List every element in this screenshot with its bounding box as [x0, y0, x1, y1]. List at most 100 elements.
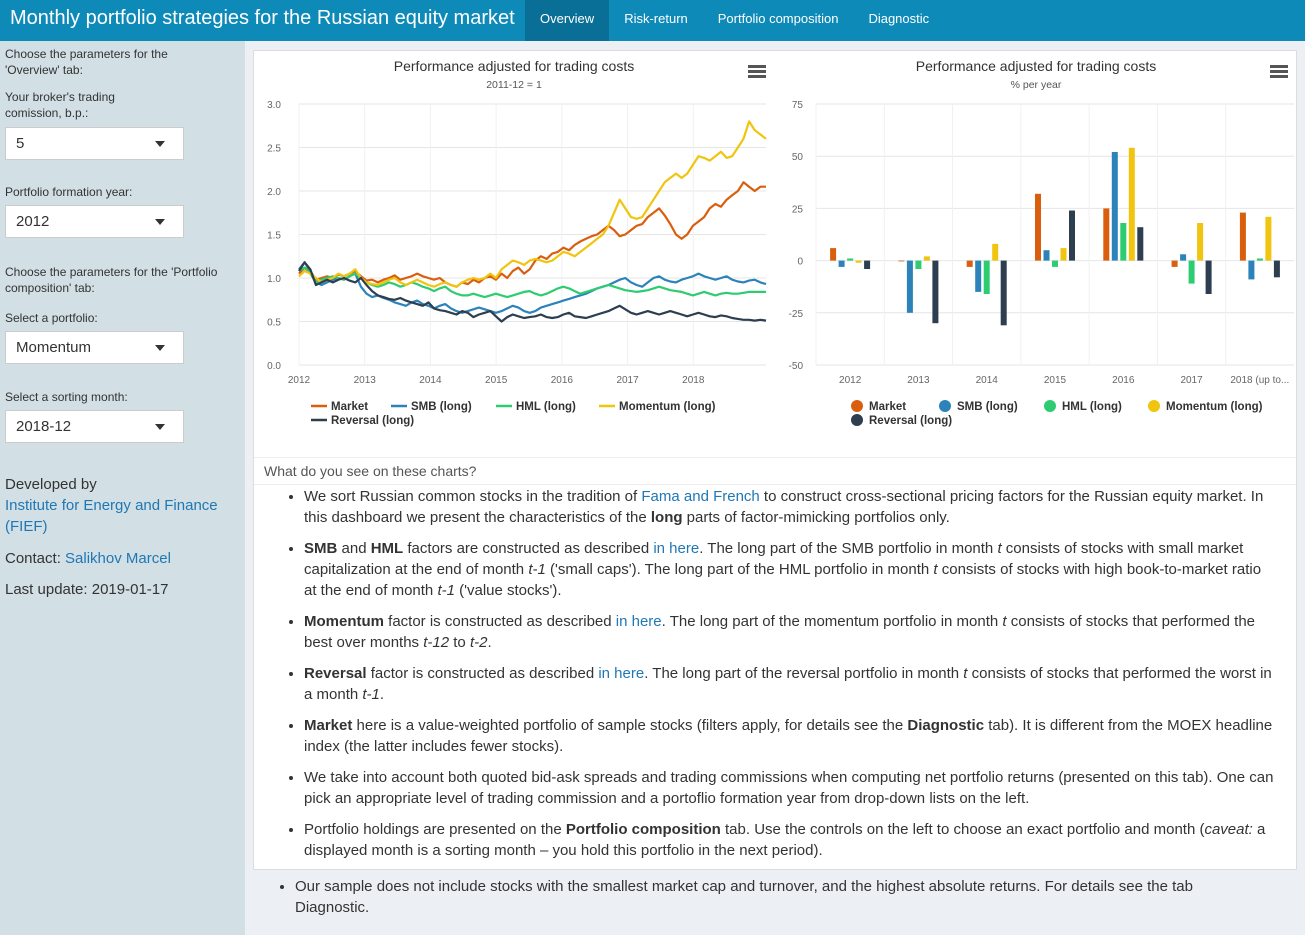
list-item: Portfolio holdings are presented on the …: [304, 819, 1274, 861]
bar: [838, 260, 845, 267]
main-content: Performance adjusted for trading costs 2…: [245, 41, 1305, 935]
sorting-month-select[interactable]: 2018-12: [5, 410, 184, 443]
nav-tabs: Overview Risk-return Portfolio compositi…: [525, 0, 944, 41]
bar: [1128, 147, 1135, 261]
bar: [1043, 250, 1050, 261]
y-tick-label: 3.0: [267, 100, 281, 111]
top-navbar: Monthly portfolio strategies for the Rus…: [0, 0, 1305, 41]
tab-diagnostic[interactable]: Diagnostic: [868, 11, 930, 26]
commission-select[interactable]: 5: [5, 127, 184, 160]
bar: [966, 260, 973, 267]
legend-label: Reversal (long): [331, 415, 414, 427]
y-tick-label: 50: [792, 152, 804, 163]
y-tick-label: 25: [792, 204, 804, 215]
portfolio-value: Momentum: [16, 339, 92, 356]
portfolio-label: Select a portfolio:: [5, 311, 98, 325]
line-chart-title: Performance adjusted for trading costs: [393, 58, 635, 74]
contact-label: Contact:: [5, 550, 61, 567]
y-tick-label: 0.0: [267, 361, 281, 372]
tab-risk-return[interactable]: Risk-return: [624, 11, 688, 26]
chart-menu-icon[interactable]: [748, 65, 766, 79]
bar: [975, 260, 982, 292]
bar: [915, 260, 922, 269]
reversal-link[interactable]: in here: [598, 665, 645, 682]
bar: [1248, 260, 1255, 280]
legend-label: Momentum (long): [1166, 401, 1263, 413]
series-line: [298, 181, 766, 288]
institute-link[interactable]: Institute for Energy and Finance (FIEF): [5, 497, 218, 535]
bar: [830, 248, 837, 261]
x-tick-label: 2013: [907, 375, 930, 386]
x-tick-label: 2013: [354, 375, 377, 386]
overview-params-heading: Choose the parameters for the 'Overview'…: [5, 47, 168, 77]
bar: [1035, 193, 1041, 261]
formation-year-label: Portfolio formation year:: [5, 185, 133, 199]
tab-portfolio-composition[interactable]: Portfolio composition: [717, 11, 839, 26]
app-title: Monthly portfolio strategies for the Rus…: [10, 7, 515, 29]
smb-hml-link[interactable]: in here: [653, 540, 700, 557]
sample-note: Our sample does not include stocks with …: [245, 876, 1285, 918]
bar: [1180, 254, 1187, 261]
explanation-header[interactable]: What do you see on these charts?: [254, 457, 1296, 485]
bar: [898, 260, 905, 262]
x-tick-label: 2018 (up to...: [1230, 375, 1289, 386]
sidebar: Choose the parameters for the 'Overview'…: [0, 41, 245, 935]
sorting-month-label: Select a sorting month:: [5, 390, 128, 404]
bar: [1188, 260, 1195, 284]
legend-label: Market: [331, 401, 368, 413]
legend-swatch: [851, 400, 863, 412]
x-tick-label: 2014: [976, 375, 999, 386]
chevron-down-icon: [155, 219, 165, 225]
bar: [992, 243, 999, 261]
list-item: Momentum factor is constructed as descri…: [304, 611, 1274, 653]
line-chart-svg: 0.0 0.5 1.0 1.5 2.0 2.5 3.0 2012 2013 2014 2015 201…: [267, 100, 767, 427]
y-tick-label: 0.5: [267, 318, 281, 329]
contact-line: Contact: Salikhov Marcel: [5, 548, 171, 569]
y-tick-label: 2.5: [267, 144, 281, 155]
list-item: Our sample does not include stocks with …: [295, 876, 1265, 918]
formation-year-select[interactable]: 2012: [5, 205, 184, 238]
x-tick-label: 2012: [839, 375, 862, 386]
formation-year-value: 2012: [16, 213, 50, 230]
series-line: [298, 120, 767, 288]
x-tick-label: 2015: [1044, 375, 1067, 386]
y-tick-label: 75: [792, 100, 804, 111]
bar: [1273, 260, 1280, 278]
x-tick-label: 2017: [616, 375, 639, 386]
bar: [923, 256, 930, 261]
list-item: SMB and HML factors are constructed as d…: [304, 538, 1274, 601]
composition-params-heading: Choose the parameters for the 'Portfolio…: [5, 265, 218, 295]
developed-by-label: Developed by: [5, 476, 97, 493]
list-item: We take into account both quoted bid-ask…: [304, 767, 1274, 809]
legend-swatch: [1148, 400, 1160, 412]
commission-value: 5: [16, 135, 25, 152]
list-item: Market here is a value-weighted portfoli…: [304, 715, 1274, 757]
tab-overview[interactable]: Overview: [525, 0, 610, 41]
x-tick-label: 2015: [485, 375, 508, 386]
chevron-down-icon: [155, 345, 165, 351]
series-line: [298, 266, 766, 299]
bar: [1103, 208, 1110, 261]
bar: [864, 260, 871, 269]
y-tick-label: 1.5: [267, 231, 281, 242]
portfolio-select[interactable]: Momentum: [5, 331, 184, 364]
contact-link[interactable]: Salikhov Marcel: [65, 550, 171, 567]
chevron-down-icon: [155, 424, 165, 430]
chart-menu-icon[interactable]: [1270, 65, 1288, 79]
momentum-link[interactable]: in here: [615, 613, 662, 630]
x-tick-label: 2018: [682, 375, 705, 386]
bar: [1171, 260, 1178, 267]
bar: [847, 258, 854, 261]
legend-swatch: [1044, 400, 1056, 412]
bar: [1256, 258, 1263, 261]
legend-label: Momentum (long): [619, 401, 716, 413]
x-tick-label: 2016: [551, 375, 574, 386]
fama-french-link[interactable]: Fama and French: [641, 488, 760, 505]
line-chart-subtitle: 2011-12 = 1: [486, 79, 542, 91]
bar-chart: Performance adjusted for trading costs %…: [776, 51, 1296, 451]
commission-label: Your broker's trading comission, b.p.:: [5, 90, 115, 120]
y-tick-label: 1.0: [267, 274, 281, 285]
bar-chart-title: Performance adjusted for trading costs: [915, 58, 1157, 74]
bar: [983, 260, 990, 294]
bar: [932, 260, 939, 324]
